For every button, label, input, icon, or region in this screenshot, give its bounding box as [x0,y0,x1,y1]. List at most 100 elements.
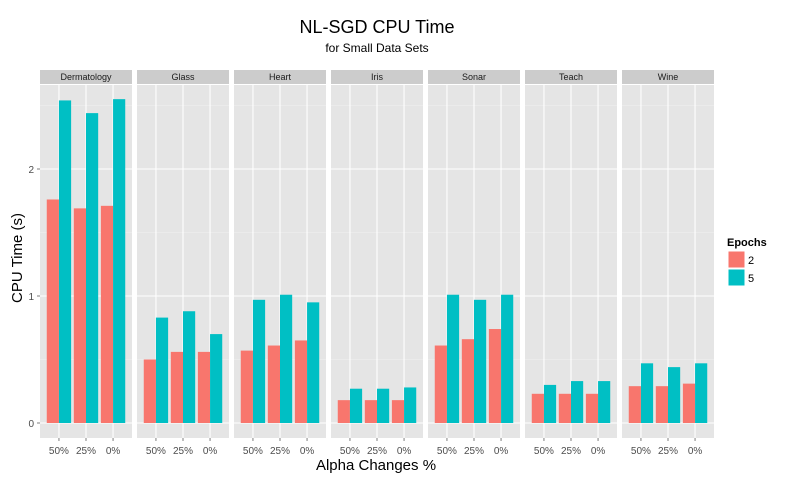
x-axis-title: Alpha Changes % [316,457,436,474]
x-tick-label: 50% [146,446,166,457]
bar-sonar-epochs-5-1 [474,299,487,423]
bar-sonar-epochs-5-0 [446,294,460,423]
panel-strip-label: Glass [171,72,195,82]
x-tick-label: 0% [494,446,509,457]
panel-iris: Iris 50% 25% 0% [331,70,423,457]
panel-strip [40,70,132,84]
x-tick-label: 0% [591,446,606,457]
x-tick-label: 25% [561,446,581,457]
bar-dermatology-epochs-2-0 [46,199,59,423]
bar-heart-epochs-5-0 [252,299,266,423]
panel-heart: Heart 50% 25% 0% [234,70,326,457]
bar-teach-epochs-5-2 [598,381,611,423]
y-axis-title: CPU Time (s) [9,213,26,303]
panel-strip-label: Dermatology [60,72,112,82]
x-tick-label: 25% [270,446,290,457]
bar-wine-epochs-2-2 [682,383,696,423]
panel-strip-label: Teach [559,72,583,82]
panel-strip-label: Sonar [462,72,486,82]
bar-teach-epochs-2-0 [531,393,544,423]
bar-iris-epochs-2-1 [364,400,377,423]
bar-iris-epochs-5-1 [377,388,390,423]
bar-heart-epochs-5-1 [280,294,293,423]
x-tick-label: 25% [658,446,678,457]
x-tick-label: 50% [631,446,651,457]
bar-iris-epochs-5-0 [349,388,363,423]
y-axis: 0 1 2 [28,165,40,430]
y-tick-label: 1 [28,292,34,303]
bar-dermatology-epochs-2-1 [73,208,86,423]
bar-heart-epochs-5-2 [307,302,320,423]
bar-sonar-epochs-2-2 [488,329,502,423]
bar-heart-epochs-2-2 [294,340,308,423]
bar-teach-epochs-5-1 [571,381,584,423]
panel-strip-label: Wine [658,72,679,82]
bar-sonar-epochs-2-0 [434,345,447,423]
panel-strip-label: Iris [371,72,383,82]
panel-teach: Teach 50% 25% 0% [525,70,617,457]
bar-teach-epochs-5-0 [543,384,557,423]
y-tick-label: 0 [28,419,34,430]
panel-wine: Wine 50% 25% 0% [622,70,714,457]
panel-strip-label: Heart [269,72,292,82]
bar-iris-epochs-2-0 [337,400,350,423]
bar-dermatology-epochs-5-0 [58,100,72,424]
legend: Epochs 2 5 [727,237,767,287]
legend-title: Epochs [727,237,767,249]
bar-iris-epochs-5-2 [404,387,417,423]
x-tick-label: 50% [243,446,263,457]
bar-glass-epochs-5-0 [155,317,169,423]
bar-teach-epochs-2-2 [585,393,599,423]
bar-wine-epochs-5-1 [668,367,681,423]
bar-wine-epochs-2-1 [655,386,668,423]
legend-key-swatch-2 [728,251,745,268]
panel-strip [137,70,229,84]
x-tick-label: 25% [76,446,96,457]
legend-label-2: 2 [748,255,754,267]
x-tick-label: 0% [300,446,315,457]
legend-key-swatch-5 [728,269,745,286]
bar-dermatology-epochs-5-2 [113,99,126,424]
bar-heart-epochs-2-0 [240,350,253,423]
chart-subtitle: for Small Data Sets [325,41,428,55]
panels-layer: Dermatology 50% 25% 0% Glass 50% 25% 0% Heart 50%… [40,70,714,457]
bar-dermatology-epochs-5-1 [86,113,99,424]
bar-heart-epochs-2-1 [267,345,280,423]
bar-glass-epochs-2-1 [170,351,183,423]
bar-glass-epochs-2-2 [197,351,211,423]
bar-sonar-epochs-2-1 [461,339,474,423]
x-tick-label: 25% [367,446,387,457]
panel-strip [622,70,714,84]
bar-dermatology-epochs-2-2 [100,205,114,423]
x-tick-label: 0% [688,446,703,457]
panel-glass: Glass 50% 25% 0% [137,70,229,457]
chart-title: NL-SGD CPU Time [299,17,454,37]
legend-label-5: 5 [748,273,754,285]
bar-wine-epochs-5-2 [695,363,708,423]
x-tick-label: 50% [437,446,457,457]
y-tick-label: 2 [28,165,34,176]
x-tick-label: 0% [106,446,121,457]
x-tick-label: 25% [173,446,193,457]
x-tick-label: 0% [397,446,412,457]
panel-strip [428,70,520,84]
bar-wine-epochs-5-0 [640,363,654,423]
x-tick-label: 50% [49,446,69,457]
x-tick-label: 0% [203,446,218,457]
panel-strip [525,70,617,84]
bar-sonar-epochs-5-2 [501,294,514,423]
x-tick-label: 50% [340,446,360,457]
panel-dermatology: Dermatology 50% 25% 0% [40,70,132,457]
panel-sonar: Sonar 50% 25% 0% [428,70,520,457]
bar-glass-epochs-5-2 [210,334,223,423]
bar-glass-epochs-5-1 [183,311,196,423]
bar-glass-epochs-2-0 [143,359,156,423]
panel-strip [331,70,423,84]
bar-wine-epochs-2-0 [628,386,641,423]
panel-strip [234,70,326,84]
bar-iris-epochs-2-2 [391,400,405,423]
x-tick-label: 50% [534,446,554,457]
x-tick-label: 25% [464,446,484,457]
